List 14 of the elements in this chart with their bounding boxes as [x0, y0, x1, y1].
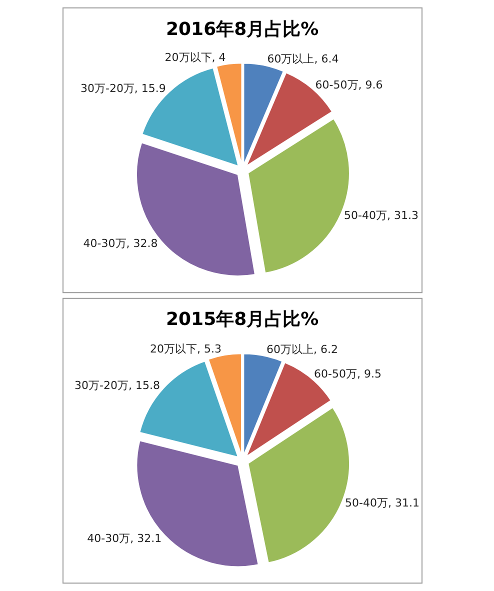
- slice-label: 50-40万, 31.1: [345, 496, 420, 510]
- slice-label: 40-30万, 32.1: [87, 532, 162, 546]
- slice-label: 20万以下, 4: [164, 51, 226, 64]
- slice-label: 20万以下, 5.3: [150, 342, 222, 356]
- slice-label: 30万-20万, 15.9: [80, 82, 166, 96]
- slice-label: 40-30万, 32.8: [83, 236, 158, 250]
- slice-label: 30万-20万, 15.8: [74, 379, 160, 392]
- slice-label: 60万以上, 6.2: [266, 342, 338, 356]
- slice-label: 60-50万, 9.5: [314, 368, 382, 381]
- slice-label: 60万以上, 6.4: [267, 52, 339, 66]
- chart-title: 2016年8月占比%: [166, 19, 319, 40]
- slice-label: 60-50万, 9.6: [315, 78, 383, 92]
- slice-label: 50-40万, 31.3: [344, 208, 418, 222]
- chart-title: 2015年8月占比%: [166, 309, 319, 330]
